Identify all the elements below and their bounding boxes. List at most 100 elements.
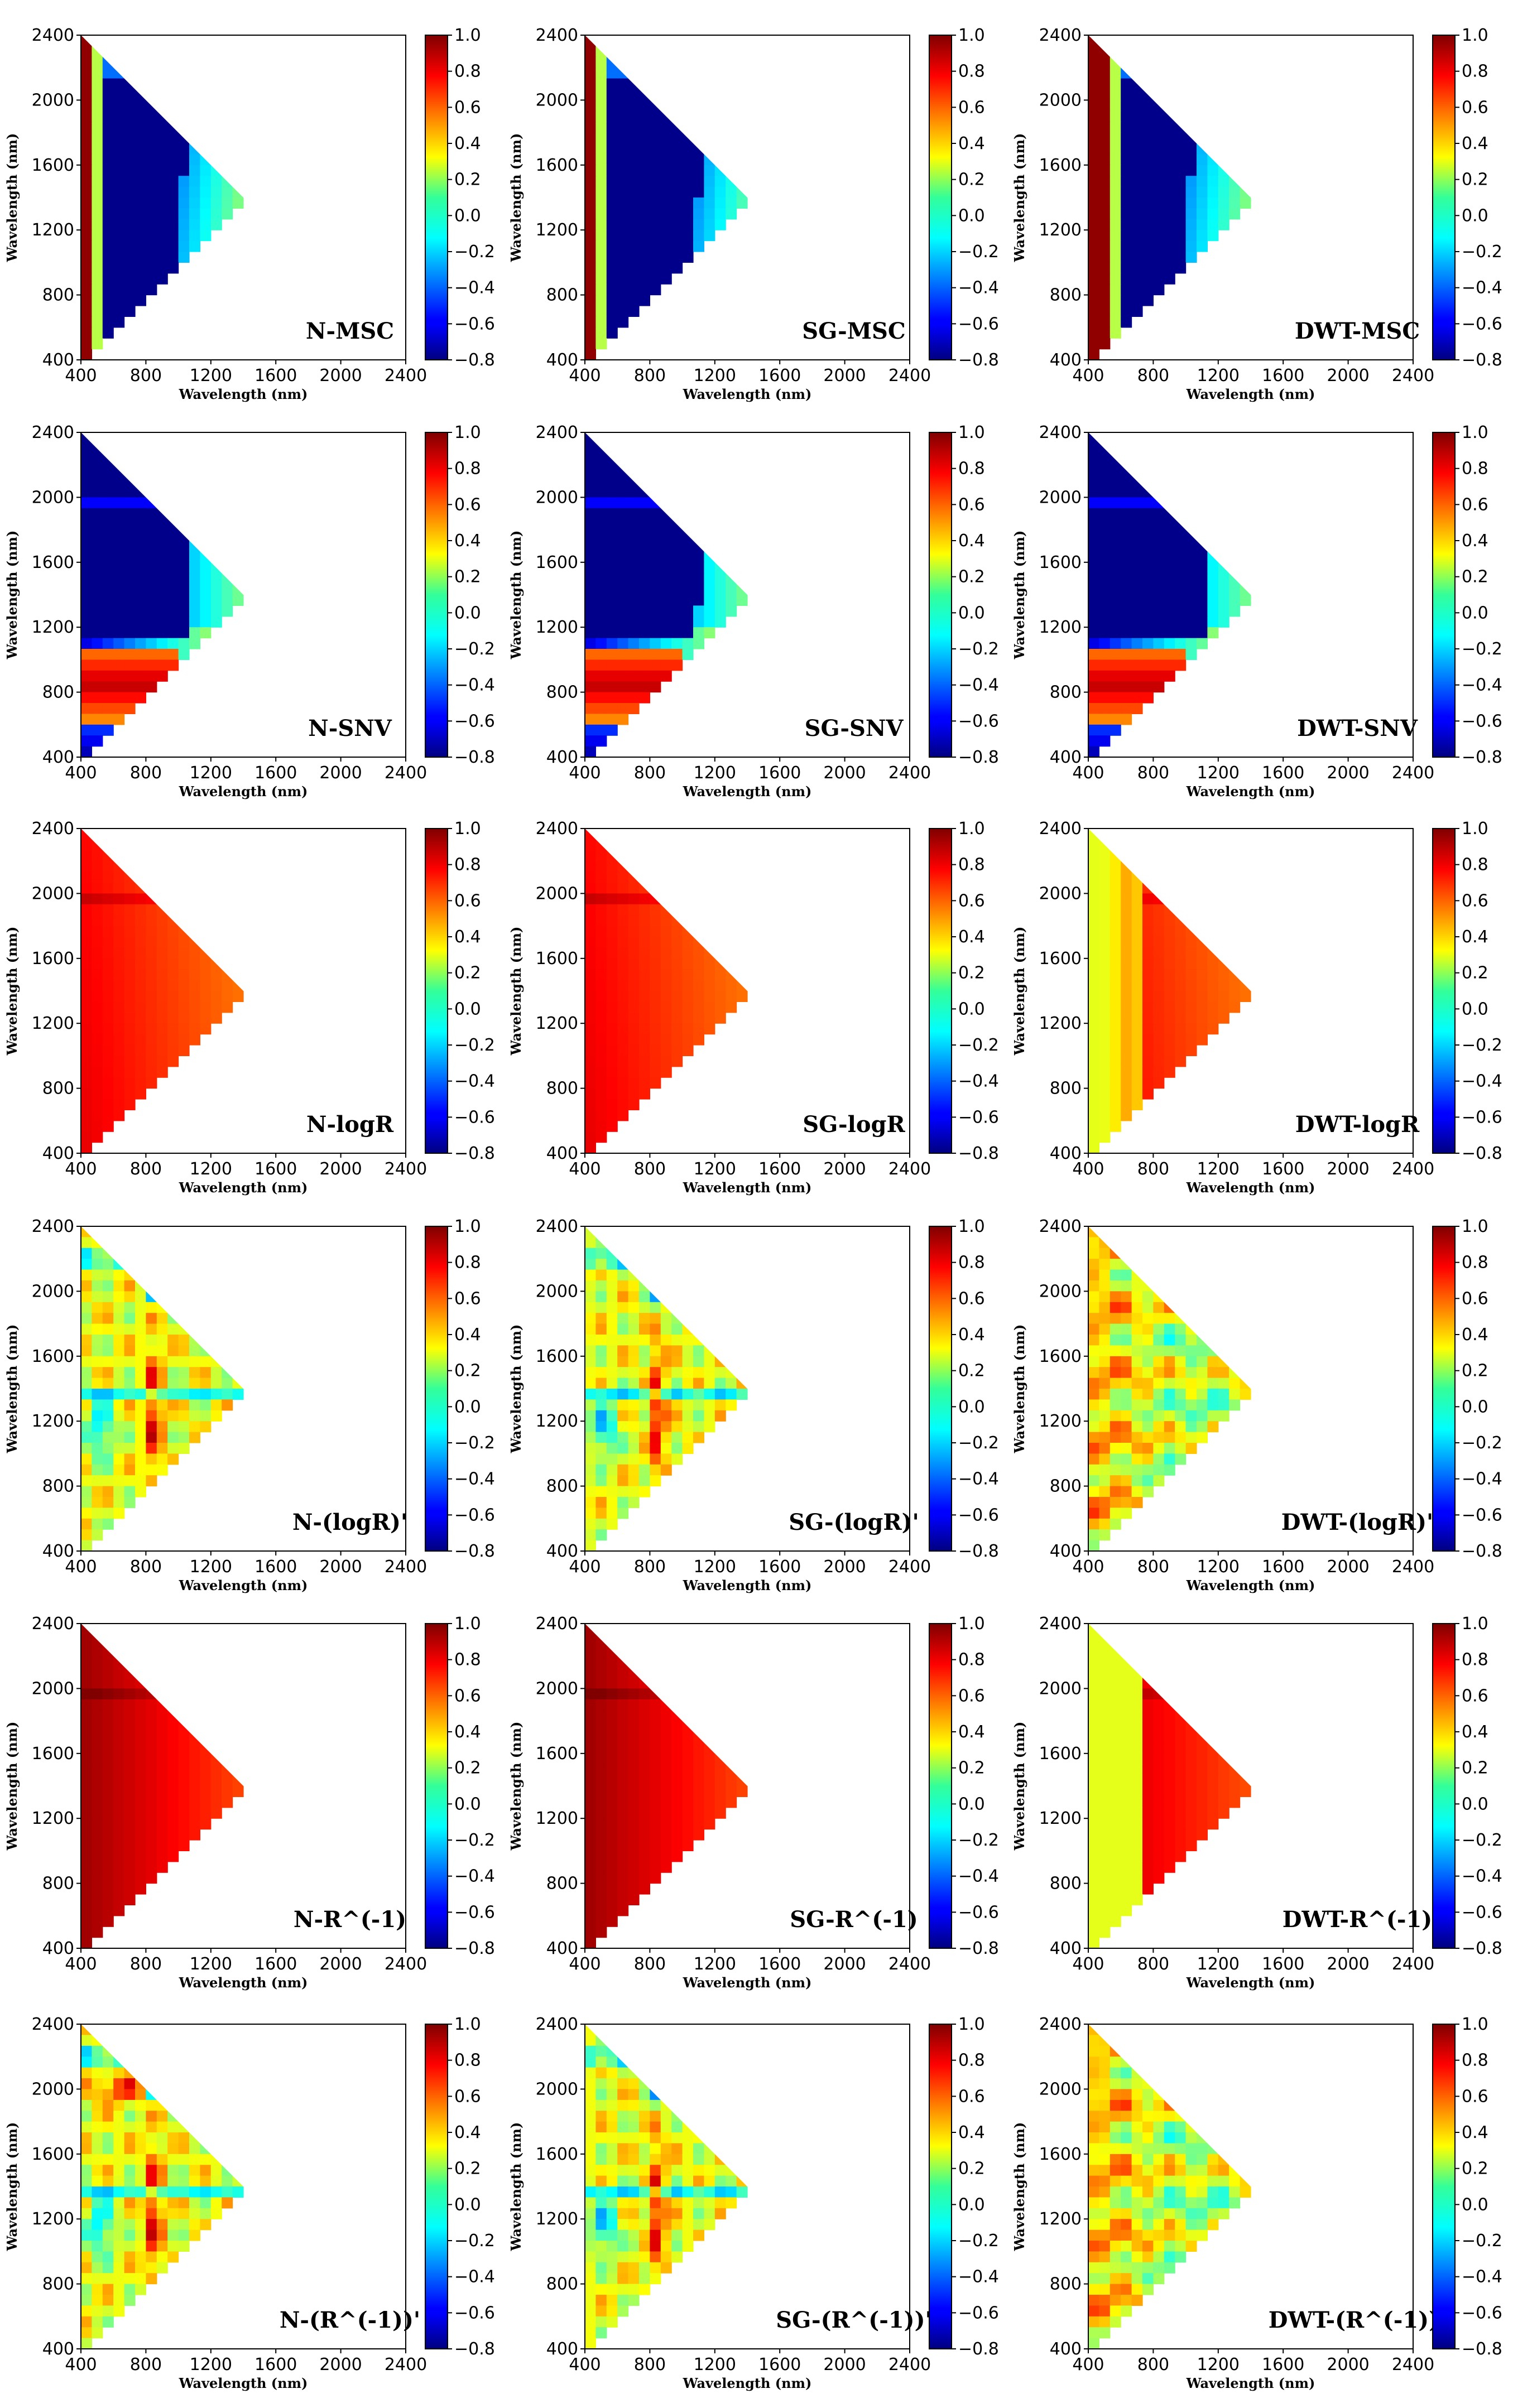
heatmap-cell (135, 284, 146, 296)
y-axis-label: Wavelength (nm) (508, 531, 524, 660)
heatmap-cell (189, 1367, 200, 1379)
heatmap-cell (200, 230, 212, 242)
colorbar-tick-label: 0.4 (1462, 927, 1488, 947)
heatmap-cell (1109, 154, 1121, 166)
heatmap-cell (1153, 659, 1165, 671)
heatmap-cell (1088, 991, 1099, 1002)
heatmap-cell (606, 208, 618, 220)
heatmap-cell (617, 240, 629, 252)
heatmap-cell (113, 165, 125, 176)
y-tick-label: 400 (1050, 1144, 1082, 1163)
heatmap-cell (1175, 1001, 1187, 1013)
heatmap-cell (660, 573, 672, 585)
heatmap-cell (113, 1302, 125, 1313)
heatmap-cell (606, 659, 618, 671)
heatmap-cell (113, 904, 125, 916)
heatmap-cell (81, 110, 92, 122)
heatmap-cell (1131, 262, 1143, 274)
heatmap-cell (1142, 692, 1154, 704)
x-tick-label: 1600 (254, 763, 297, 783)
heatmap-cell (585, 165, 596, 176)
heatmap-cell (102, 508, 114, 519)
heatmap-cell (671, 595, 683, 606)
heatmap-cell (617, 904, 629, 916)
heatmap-cell (1218, 219, 1229, 230)
heatmap-cell (660, 240, 672, 252)
heatmap-cell (606, 926, 618, 937)
heatmap-cell (650, 573, 661, 585)
heatmap-cell (124, 89, 136, 100)
heatmap-cell (1164, 605, 1175, 617)
heatmap-cell (1175, 605, 1187, 617)
heatmap-cell (1099, 240, 1111, 252)
colorbar-tick-label: 0.0 (454, 603, 481, 623)
heatmap-cell (1121, 110, 1132, 122)
heatmap-cell (1175, 252, 1187, 263)
heatmap-cell (714, 219, 726, 230)
heatmap-cell (102, 1120, 114, 1132)
heatmap-cell (585, 883, 596, 894)
heatmap-cell (1109, 638, 1121, 649)
heatmap-cell (595, 638, 607, 649)
heatmap-cell (617, 595, 629, 606)
heatmap-cell (585, 89, 596, 100)
heatmap-cell (650, 605, 661, 617)
heatmap-cell (639, 893, 650, 905)
heatmap-cell (639, 638, 650, 649)
heatmap-cell (617, 529, 629, 541)
heatmap-cell (704, 573, 715, 585)
heatmap-cell (1153, 958, 1165, 970)
heatmap-cell (124, 1001, 136, 1013)
heatmap-cell (585, 443, 596, 455)
heatmap-cell (1131, 497, 1143, 509)
heatmap-cell (1197, 198, 1208, 209)
heatmap-cell (628, 165, 640, 176)
heatmap-cell (606, 475, 618, 487)
heatmap-cell (1131, 1001, 1143, 1013)
heatmap-cell (1197, 958, 1208, 970)
heatmap-cell (189, 584, 200, 595)
heatmap-cell (124, 1345, 136, 1357)
heatmap-cell (1121, 1088, 1132, 1100)
heatmap-cell (682, 991, 694, 1002)
heatmap-cell (81, 746, 92, 758)
heatmap-cell (1229, 1001, 1241, 1013)
heatmap-cell (650, 519, 661, 531)
heatmap-cell (1121, 1099, 1132, 1110)
heatmap-cell (1109, 165, 1121, 176)
heatmap-cell (102, 1302, 114, 1313)
heatmap-cell (660, 186, 672, 198)
heatmap-cell (102, 1012, 114, 1024)
heatmap-cell (124, 926, 136, 937)
heatmap-cell (113, 1034, 125, 1046)
heatmap-cell (1109, 605, 1121, 617)
heatmap-cell (102, 1110, 114, 1121)
heatmap-cell (1109, 991, 1121, 1002)
colorbar-frame (929, 432, 952, 758)
heatmap-cell (660, 937, 672, 948)
heatmap-cell (92, 529, 103, 541)
y-axis-label: Wavelength (nm) (4, 133, 20, 263)
heatmap-cell (628, 926, 640, 937)
heatmap-cell (639, 519, 650, 531)
heatmap-cell (617, 262, 629, 274)
heatmap-cell (1175, 969, 1187, 981)
heatmap-cell (682, 595, 694, 606)
heatmap-cell (92, 338, 103, 350)
heatmap-cell (606, 1120, 618, 1132)
heatmap-cell (606, 198, 618, 209)
heatmap-cell (81, 616, 92, 628)
heatmap-cell (178, 1356, 190, 1367)
heatmap-cell (1121, 186, 1132, 198)
heatmap-cell (1121, 980, 1132, 991)
heatmap-cell (660, 208, 672, 220)
heatmap-cell (135, 1001, 146, 1013)
heatmap-cell (146, 110, 157, 122)
heatmap-cell (1088, 850, 1099, 861)
heatmap-cell (1197, 1012, 1208, 1024)
heatmap-cell (628, 883, 640, 894)
heatmap-cell (585, 1131, 596, 1143)
heatmap-cell (1218, 584, 1229, 595)
x-tick-label: 800 (1137, 1159, 1169, 1179)
heatmap-cell (81, 46, 92, 57)
